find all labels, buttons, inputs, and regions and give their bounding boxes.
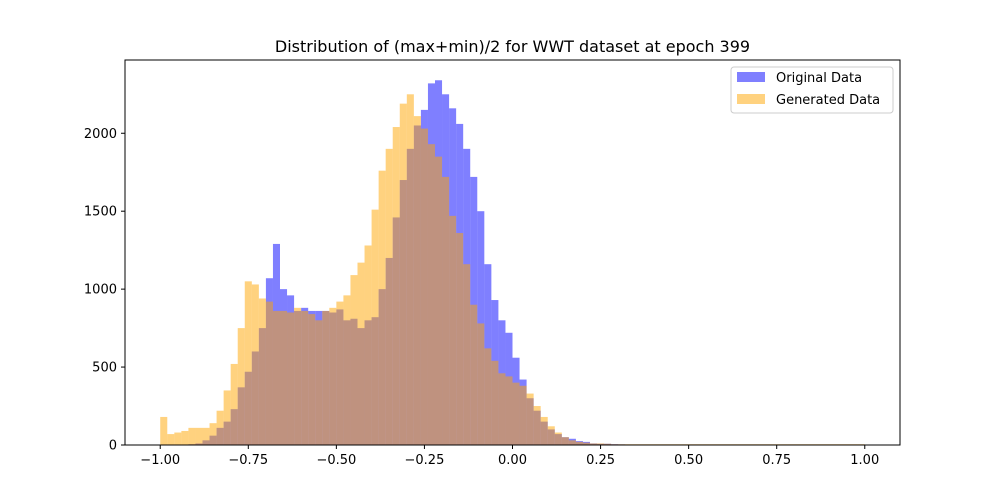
histogram-bar [209, 423, 217, 445]
histogram-bar [491, 360, 499, 445]
histogram-bar [251, 284, 259, 445]
histogram-bar [371, 209, 379, 445]
histogram-bar [329, 307, 337, 445]
legend-swatch-generated [737, 94, 765, 104]
histogram-bar [413, 116, 421, 446]
histogram-bar [533, 406, 541, 445]
histogram-bar [280, 310, 288, 445]
histogram-bar [561, 437, 569, 445]
histogram-bar [308, 314, 316, 445]
histogram-bar [322, 310, 330, 445]
y-axis: 0 500 1000 1500 2000 [84, 127, 125, 454]
x-tick-label: −0.75 [228, 453, 268, 468]
x-tick-label: 0.00 [498, 453, 527, 468]
histogram-bar [568, 440, 576, 445]
histogram-bar [477, 323, 485, 445]
histogram-bar [223, 390, 231, 445]
histogram-bar [357, 262, 365, 445]
histogram-bar [195, 427, 203, 445]
histogram-bar [427, 144, 435, 445]
legend-swatch-original [737, 72, 765, 82]
x-tick-label: 0.25 [586, 453, 615, 468]
y-tick-label: 500 [92, 361, 117, 376]
histogram-bar [160, 416, 168, 445]
histogram-bar [258, 298, 266, 445]
histogram-bar [350, 275, 358, 445]
series-1 [160, 94, 865, 446]
histogram-bar [272, 310, 280, 445]
histogram-bar [364, 245, 372, 445]
legend: Original Data Generated Data [730, 66, 894, 114]
histogram-bar [526, 393, 534, 445]
histogram-bar [385, 148, 393, 445]
histogram-bar [399, 103, 407, 445]
bars-layer [160, 80, 865, 446]
legend-label-original: Original Data [776, 71, 862, 86]
x-tick-label: −0.50 [316, 453, 356, 468]
legend-box [730, 66, 894, 114]
histogram-bar [287, 312, 295, 445]
histogram-bar [463, 264, 471, 445]
histogram-bar [244, 281, 252, 445]
histogram-bar [604, 443, 612, 445]
histogram-bar [174, 432, 182, 445]
histogram-bar [406, 94, 414, 445]
histogram-bar [378, 170, 386, 445]
histogram-bar [582, 442, 590, 445]
histogram-bar [519, 385, 527, 445]
x-tick-label: 1.00 [850, 453, 879, 468]
histogram-bar [540, 416, 548, 445]
histogram-bar [315, 320, 323, 445]
legend-label-generated: Generated Data [776, 93, 880, 108]
histogram-bar [575, 441, 583, 445]
histogram-bar [336, 301, 344, 445]
x-tick-label: −1.00 [140, 453, 180, 468]
histogram-bar [442, 176, 450, 445]
histogram-bar [420, 128, 428, 445]
histogram-bar [456, 233, 464, 445]
x-tick-label: −0.25 [405, 453, 445, 468]
histogram-bar [554, 432, 562, 445]
histogram-bar [202, 427, 210, 445]
histogram-bar [181, 430, 189, 445]
histogram-bar [188, 427, 196, 445]
histogram-bar [301, 310, 309, 445]
histogram-bar [294, 307, 302, 445]
y-tick-label: 0 [109, 439, 117, 454]
histogram-bar [435, 156, 443, 445]
histogram-bar [167, 434, 175, 445]
histogram-bar [590, 443, 598, 445]
histogram-bar [343, 295, 351, 445]
y-tick-label: 1500 [84, 205, 117, 220]
y-tick-label: 2000 [84, 127, 117, 142]
histogram-bar [597, 443, 605, 445]
chart-title: Distribution of (max+min)/2 for WWT data… [275, 37, 750, 56]
x-axis: −1.00 −0.75 −0.50 −0.25 0.00 0.25 0.50 0.75 1.00 [140, 445, 879, 468]
histogram-bar [484, 348, 492, 445]
histogram-bar [547, 426, 555, 445]
x-tick-label: 0.50 [674, 453, 703, 468]
histogram-bar [470, 304, 478, 445]
y-tick-label: 1000 [84, 283, 117, 298]
histogram-bar [449, 215, 457, 445]
x-tick-label: 0.75 [762, 453, 791, 468]
histogram-bar [512, 382, 520, 445]
histogram-bar [230, 363, 238, 445]
histogram-bar [498, 373, 506, 445]
histogram-bar [505, 376, 513, 445]
histogram-bar [237, 328, 245, 445]
histogram-bar [392, 127, 400, 445]
histogram-bar [265, 301, 273, 445]
histogram-bar [216, 410, 224, 445]
